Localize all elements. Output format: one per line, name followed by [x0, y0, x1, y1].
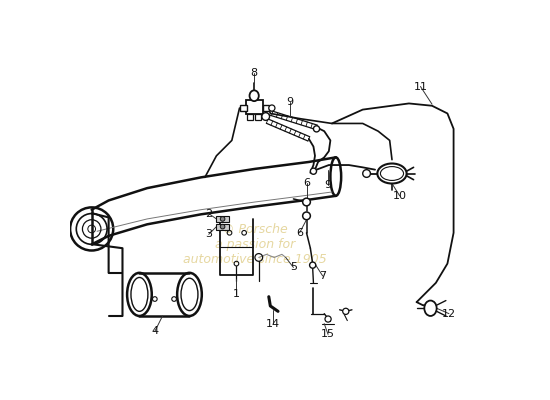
Circle shape	[269, 105, 275, 111]
Circle shape	[343, 308, 349, 314]
Text: 11: 11	[414, 82, 427, 92]
Text: 10: 10	[393, 191, 406, 201]
Circle shape	[302, 212, 310, 220]
Bar	[246, 100, 263, 114]
Text: 7: 7	[319, 271, 326, 281]
Circle shape	[70, 207, 113, 250]
Circle shape	[310, 262, 316, 268]
Text: 9: 9	[286, 97, 293, 107]
Text: 3: 3	[205, 229, 212, 239]
Circle shape	[314, 126, 320, 132]
Text: 9: 9	[324, 180, 332, 190]
Circle shape	[363, 170, 371, 177]
Text: 6: 6	[303, 178, 310, 188]
Circle shape	[262, 113, 270, 120]
Text: 14: 14	[266, 319, 280, 329]
Bar	[263, 105, 269, 111]
Circle shape	[310, 168, 317, 174]
Text: 5: 5	[290, 262, 297, 272]
Text: 8: 8	[251, 68, 258, 78]
Text: 15: 15	[321, 330, 335, 340]
Text: 2: 2	[205, 208, 212, 218]
Bar	[217, 216, 229, 222]
Bar	[255, 114, 261, 120]
Ellipse shape	[425, 300, 437, 316]
Ellipse shape	[250, 90, 258, 101]
Circle shape	[220, 217, 225, 221]
Ellipse shape	[331, 157, 341, 196]
Circle shape	[302, 198, 310, 206]
Ellipse shape	[127, 273, 152, 316]
Circle shape	[220, 224, 225, 229]
Ellipse shape	[177, 273, 202, 316]
Circle shape	[325, 316, 331, 322]
Text: 12: 12	[442, 309, 456, 319]
Ellipse shape	[377, 164, 406, 184]
Bar	[217, 224, 229, 230]
Text: 4: 4	[151, 326, 158, 336]
Text: © Porsche
a passion for
automotive since 1905: © Porsche a passion for automotive since…	[183, 223, 327, 266]
Bar	[248, 114, 254, 120]
Text: 6: 6	[296, 228, 303, 238]
Bar	[240, 105, 248, 111]
Text: 1: 1	[233, 290, 240, 299]
